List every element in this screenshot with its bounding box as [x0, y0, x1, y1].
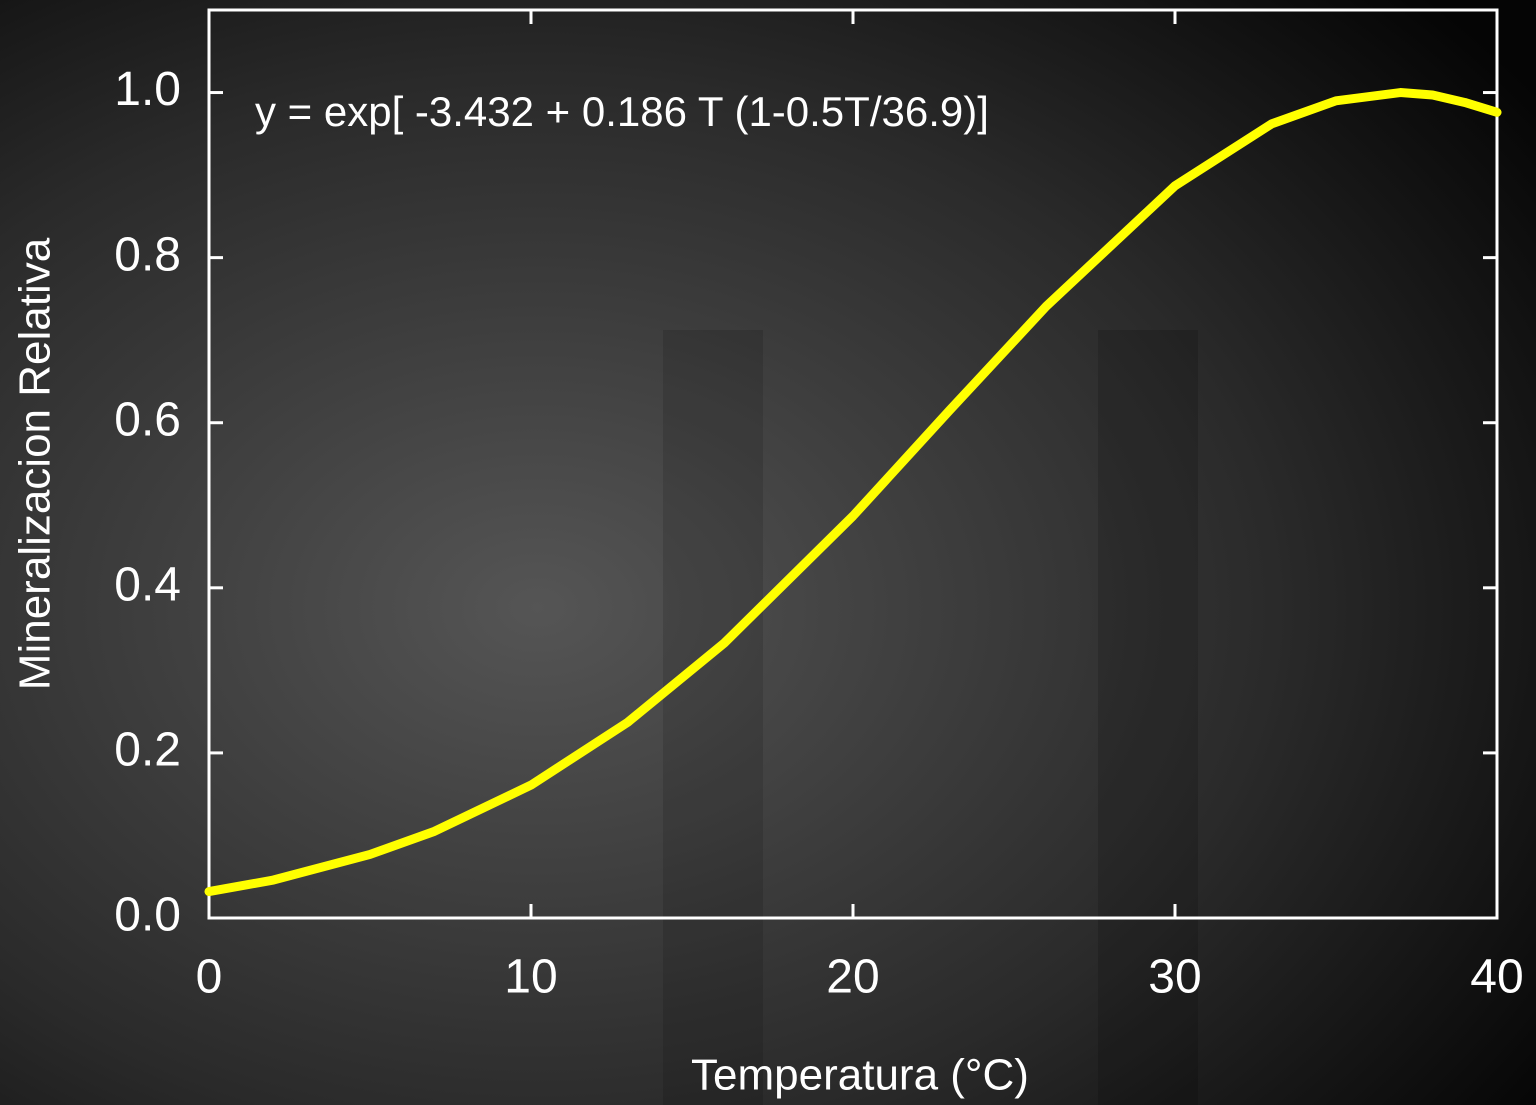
y-tick-label: 0.8 — [114, 228, 181, 281]
y-tick-label: 0.6 — [114, 393, 181, 446]
x-tick-label: 30 — [1148, 951, 1201, 1004]
x-tick-label: 0 — [196, 951, 223, 1004]
x-tick-label: 10 — [504, 951, 557, 1004]
decor — [1098, 330, 1198, 1105]
annotation: y = exp[ -3.432 + 0.186 T (1-0.5T/36.9)] — [255, 88, 989, 135]
x-axis-title: Temperatura (°C) — [691, 1051, 1029, 1100]
y-tick-label: 0.0 — [114, 889, 181, 942]
y-tick-label: 0.4 — [114, 558, 181, 611]
x-tick-label: 40 — [1470, 951, 1523, 1004]
decor — [663, 330, 763, 1105]
x-tick-label: 20 — [826, 951, 879, 1004]
data-line — [204, 88, 1502, 897]
y-tick-label: 0.2 — [114, 724, 181, 777]
y-tick-label: 1.0 — [114, 63, 181, 116]
y-axis-title: Mineralizacion Relativa — [11, 237, 60, 690]
